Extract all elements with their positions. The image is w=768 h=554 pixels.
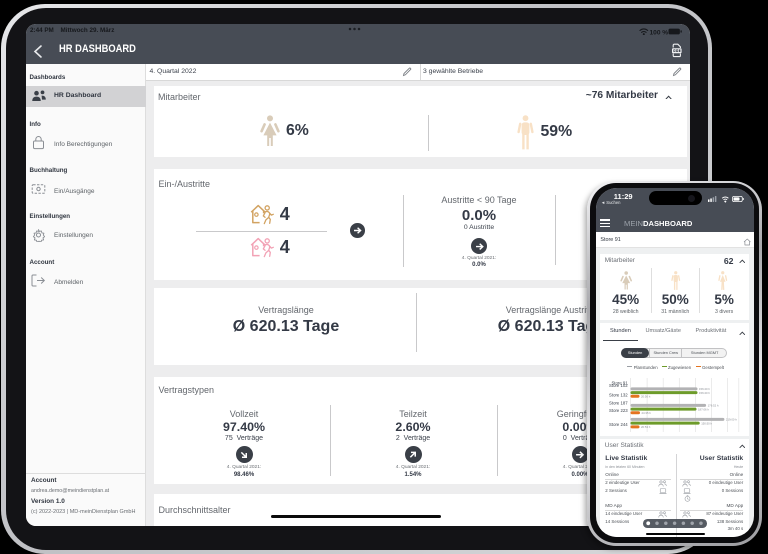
svg-text:176:52 h: 176:52 h <box>707 404 718 408</box>
svg-text:219:00 h: 219:00 h <box>725 418 736 422</box>
svg-text:Store 223: Store 223 <box>609 409 628 414</box>
svg-text:156:20 h: 156:20 h <box>699 388 710 392</box>
svg-text:Store 132: Store 132 <box>609 393 628 398</box>
svg-text:100 %: 100 % <box>650 29 669 35</box>
svg-text:Store 102: Store 102 <box>609 383 628 388</box>
svg-text:20:50 h: 20:50 h <box>641 395 651 399</box>
svg-text:156:20 h: 156:20 h <box>699 391 710 395</box>
svg-text:Store 91: Store 91 <box>611 381 628 386</box>
svg-text:150:50 h: 150:50 h <box>701 422 712 426</box>
svg-text:20:53 h: 20:53 h <box>641 426 651 430</box>
svg-text:Store 244: Store 244 <box>609 422 628 427</box>
svg-text:187:06 h: 187:06 h <box>698 408 709 412</box>
svg-text:Store 187: Store 187 <box>609 401 628 406</box>
svg-text:24:35 h: 24:35 h <box>641 412 651 416</box>
